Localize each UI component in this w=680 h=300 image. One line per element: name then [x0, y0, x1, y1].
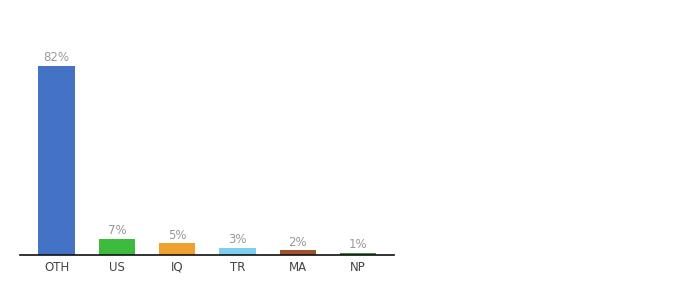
Text: 1%: 1% [349, 238, 367, 251]
Text: 5%: 5% [168, 229, 186, 242]
Text: 2%: 2% [288, 236, 307, 248]
Bar [340, 253, 376, 255]
Text: 7%: 7% [107, 224, 126, 237]
Text: 3%: 3% [228, 233, 247, 246]
Bar [279, 250, 316, 255]
Text: 82%: 82% [44, 51, 69, 64]
Bar [220, 248, 256, 255]
Bar [159, 244, 195, 255]
Bar [99, 239, 135, 255]
Bar [39, 66, 75, 255]
